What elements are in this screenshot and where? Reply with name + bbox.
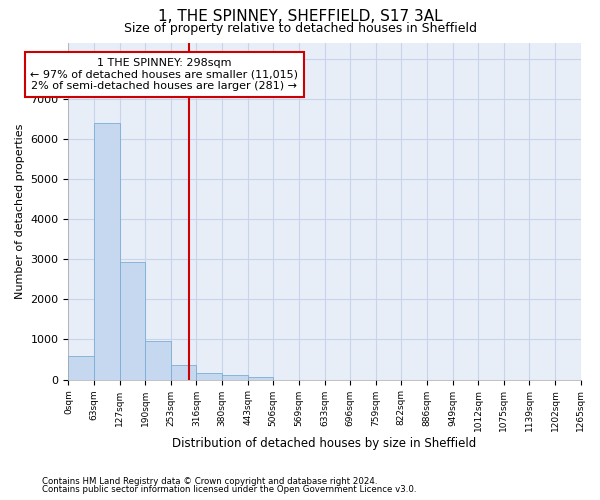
Bar — [248, 377, 273, 380]
Text: Size of property relative to detached houses in Sheffield: Size of property relative to detached ho… — [124, 22, 476, 35]
Bar — [196, 372, 222, 380]
Text: 1 THE SPINNEY: 298sqm
← 97% of detached houses are smaller (11,015)
2% of semi-d: 1 THE SPINNEY: 298sqm ← 97% of detached … — [31, 58, 298, 91]
Text: 1, THE SPINNEY, SHEFFIELD, S17 3AL: 1, THE SPINNEY, SHEFFIELD, S17 3AL — [158, 9, 442, 24]
Text: Contains public sector information licensed under the Open Government Licence v3: Contains public sector information licen… — [42, 485, 416, 494]
Y-axis label: Number of detached properties: Number of detached properties — [15, 124, 25, 298]
Bar — [120, 262, 145, 380]
X-axis label: Distribution of detached houses by size in Sheffield: Distribution of detached houses by size … — [172, 437, 476, 450]
Bar — [145, 341, 171, 380]
Bar — [94, 123, 120, 380]
Text: Contains HM Land Registry data © Crown copyright and database right 2024.: Contains HM Land Registry data © Crown c… — [42, 477, 377, 486]
Bar — [171, 366, 196, 380]
Bar — [68, 356, 94, 380]
Bar — [222, 376, 248, 380]
